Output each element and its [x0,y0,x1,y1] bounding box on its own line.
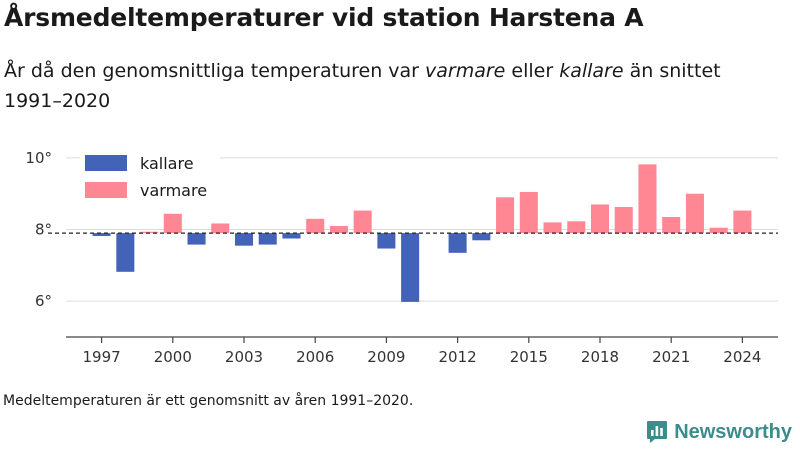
bar-chart: 6° 8° 10° 1997 2000 2003 2006 2009 2012 2015 2018 2… [25,149,778,366]
chart-subtitle: År då den genomsnittliga temperaturen va… [4,56,784,116]
bar-varmare [353,210,372,234]
bar-varmare [496,197,515,234]
y-tick-label: 6° [35,292,52,310]
bar-kallare [282,233,301,239]
bar-kallare [92,233,111,236]
subtitle-text-3: än snittet 1991–2020 [4,60,721,112]
bar-kallare [377,233,396,249]
bar-kallare [116,233,135,272]
x-tick-label: 2000 [154,348,192,366]
bar-kallare [401,233,420,302]
bar-varmare [329,225,348,234]
x-tick-label: 2003 [225,348,263,366]
legend-swatch-varmare [85,182,127,198]
chart-title: Årsmedeltemperaturer vid station Harsten… [4,3,644,32]
bar-varmare [306,218,325,234]
x-tick-label: 2015 [510,348,548,366]
bar-kallare [234,233,254,246]
bar-kallare [258,233,277,245]
y-tick-label: 10° [25,149,52,167]
x-tick-label: 2021 [652,348,690,366]
bar-varmare [614,206,633,234]
subtitle-text-1: År då den genomsnittliga temperaturen va… [4,60,426,82]
y-tick-label: 8° [35,221,52,239]
bar-kallare [472,233,491,241]
legend-label-varmare: varmare [140,181,207,200]
footnote: Medeltemperaturen är ett genomsnitt av å… [3,393,414,409]
brand-logo[interactable]: Newsworthy [646,420,792,444]
newsworthy-logo-icon [646,420,668,444]
bar-varmare [519,191,538,234]
bar-varmare [140,231,159,234]
bar-varmare [590,204,610,234]
bar-kallare [448,233,467,253]
bar-varmare [709,227,728,234]
bar-varmare [163,213,182,234]
bar-varmare [685,193,704,234]
bar-varmare [733,210,752,234]
bar-varmare [638,164,657,234]
brand-name: Newsworthy [674,420,792,443]
legend-swatch-kallare [85,155,127,171]
x-tick-label: 2012 [439,348,477,366]
bar-varmare [543,222,562,234]
x-tick-label: 2018 [581,348,619,366]
x-tick-label: 2009 [367,348,405,366]
bar-varmare [662,217,681,234]
x-tick-label: 2024 [723,348,761,366]
subtitle-text-2: eller [505,60,560,82]
x-tick-label: 1997 [83,348,121,366]
subtitle-cold-word: kallare [559,60,624,82]
bar-varmare [567,221,586,234]
bar-varmare [211,223,230,234]
x-tick-label: 2006 [296,348,334,366]
legend-label-kallare: kallare [140,154,194,173]
subtitle-warm-word: varmare [425,60,506,82]
bar-kallare [187,233,206,245]
